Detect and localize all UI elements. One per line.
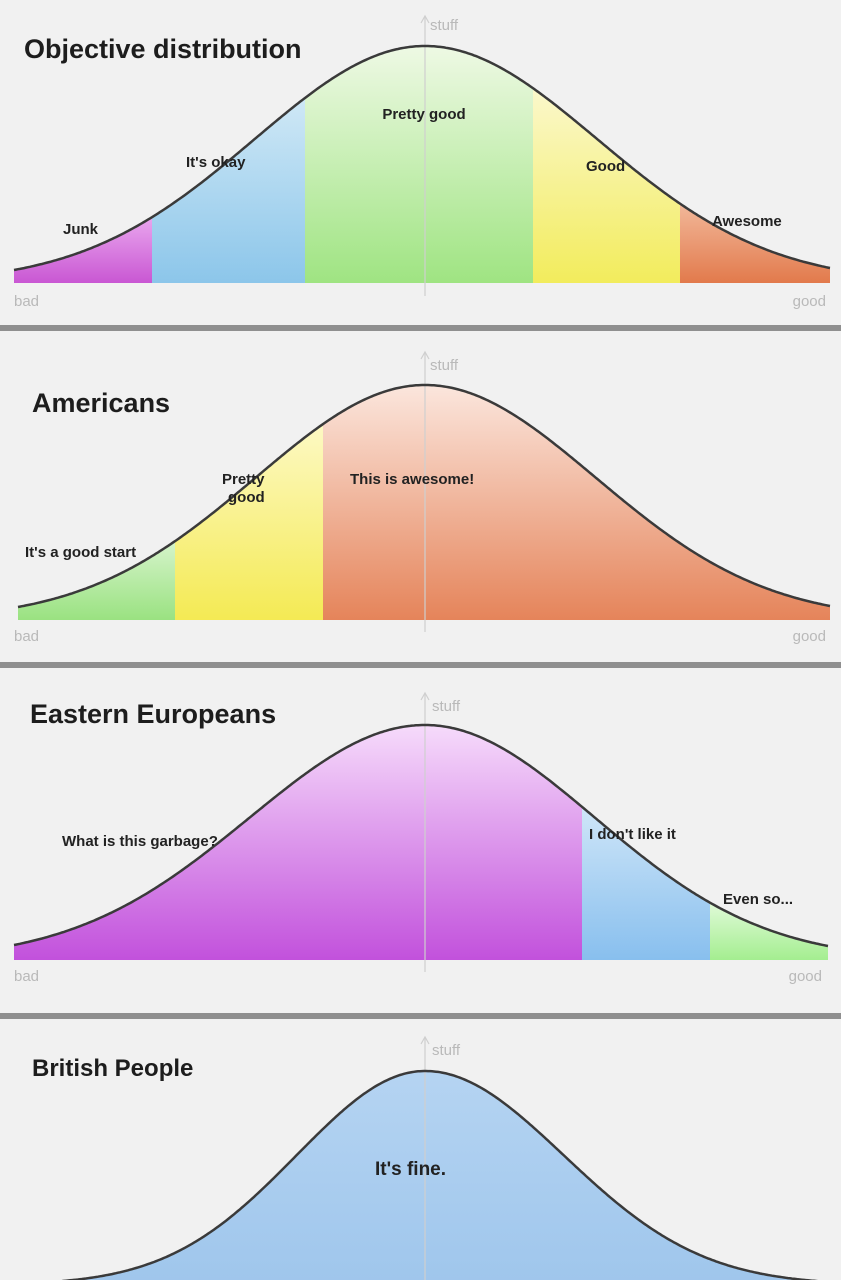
region-area: [175, 424, 323, 620]
region-area: [18, 541, 175, 620]
x-axis-right-label: good: [793, 293, 826, 310]
chart-panel-british: British People stuff It's fine.: [32, 1035, 820, 1280]
region-label: It's fine.: [375, 1159, 446, 1180]
region-area: [14, 217, 152, 283]
region-area: [533, 88, 680, 283]
region-area: [73, 1071, 805, 1280]
chart-panel-eastern-europeans: Eastern Europeans stuff bad good What is…: [13, 691, 829, 985]
distribution-curve: [59, 1069, 820, 1280]
region-label: Pretty good: [222, 471, 265, 506]
chart-title: Eastern Europeans: [30, 699, 276, 729]
region-label: Junk: [63, 221, 99, 238]
y-axis-label: stuff: [432, 1042, 461, 1059]
y-axis-arrow: [420, 691, 430, 701]
x-axis-right-label: good: [789, 968, 822, 985]
y-axis-arrow: [420, 1035, 430, 1045]
region-label: Pretty good: [382, 106, 465, 123]
distribution-curve: [13, 44, 831, 272]
y-axis-arrow: [420, 350, 430, 360]
chart-title: Americans: [32, 388, 170, 418]
region-label: What is this garbage?: [62, 833, 218, 850]
region-label: Good: [586, 158, 625, 175]
region-area: [323, 385, 830, 620]
chart-panel-americans: Americans stuff bad good It's a good sta…: [14, 350, 831, 645]
region-area: [582, 806, 710, 960]
region-label: It's okay: [186, 154, 246, 171]
y-axis-arrow: [420, 14, 430, 24]
chart-title: British People: [32, 1055, 193, 1082]
panel-divider: [0, 662, 841, 668]
region-label: Awesome: [712, 213, 782, 230]
region-area: [14, 725, 582, 960]
region-label: Even so...: [723, 891, 793, 908]
region-area: [305, 46, 533, 283]
region-label: This is awesome!: [350, 471, 474, 488]
y-axis-label: stuff: [430, 17, 459, 34]
region-area: [152, 98, 305, 283]
y-axis-label: stuff: [432, 698, 461, 715]
distribution-curve: [17, 383, 831, 609]
region-label: It's a good start: [25, 544, 136, 561]
region-label: I don't like it: [589, 826, 676, 843]
x-axis-left-label: bad: [14, 968, 39, 985]
y-axis-label: stuff: [430, 357, 459, 374]
chart-title: Objective distribution: [24, 34, 302, 64]
panel-divider: [0, 1013, 841, 1019]
x-axis-left-label: bad: [14, 628, 39, 645]
region-area: [710, 902, 828, 960]
chart-panel-objective: Objective distribution stuff bad good Ju…: [13, 14, 831, 310]
x-axis-left-label: bad: [14, 293, 39, 310]
x-axis-right-label: good: [793, 628, 826, 645]
panel-divider: [0, 325, 841, 331]
region-area: [680, 203, 830, 283]
distribution-curve: [13, 723, 829, 948]
